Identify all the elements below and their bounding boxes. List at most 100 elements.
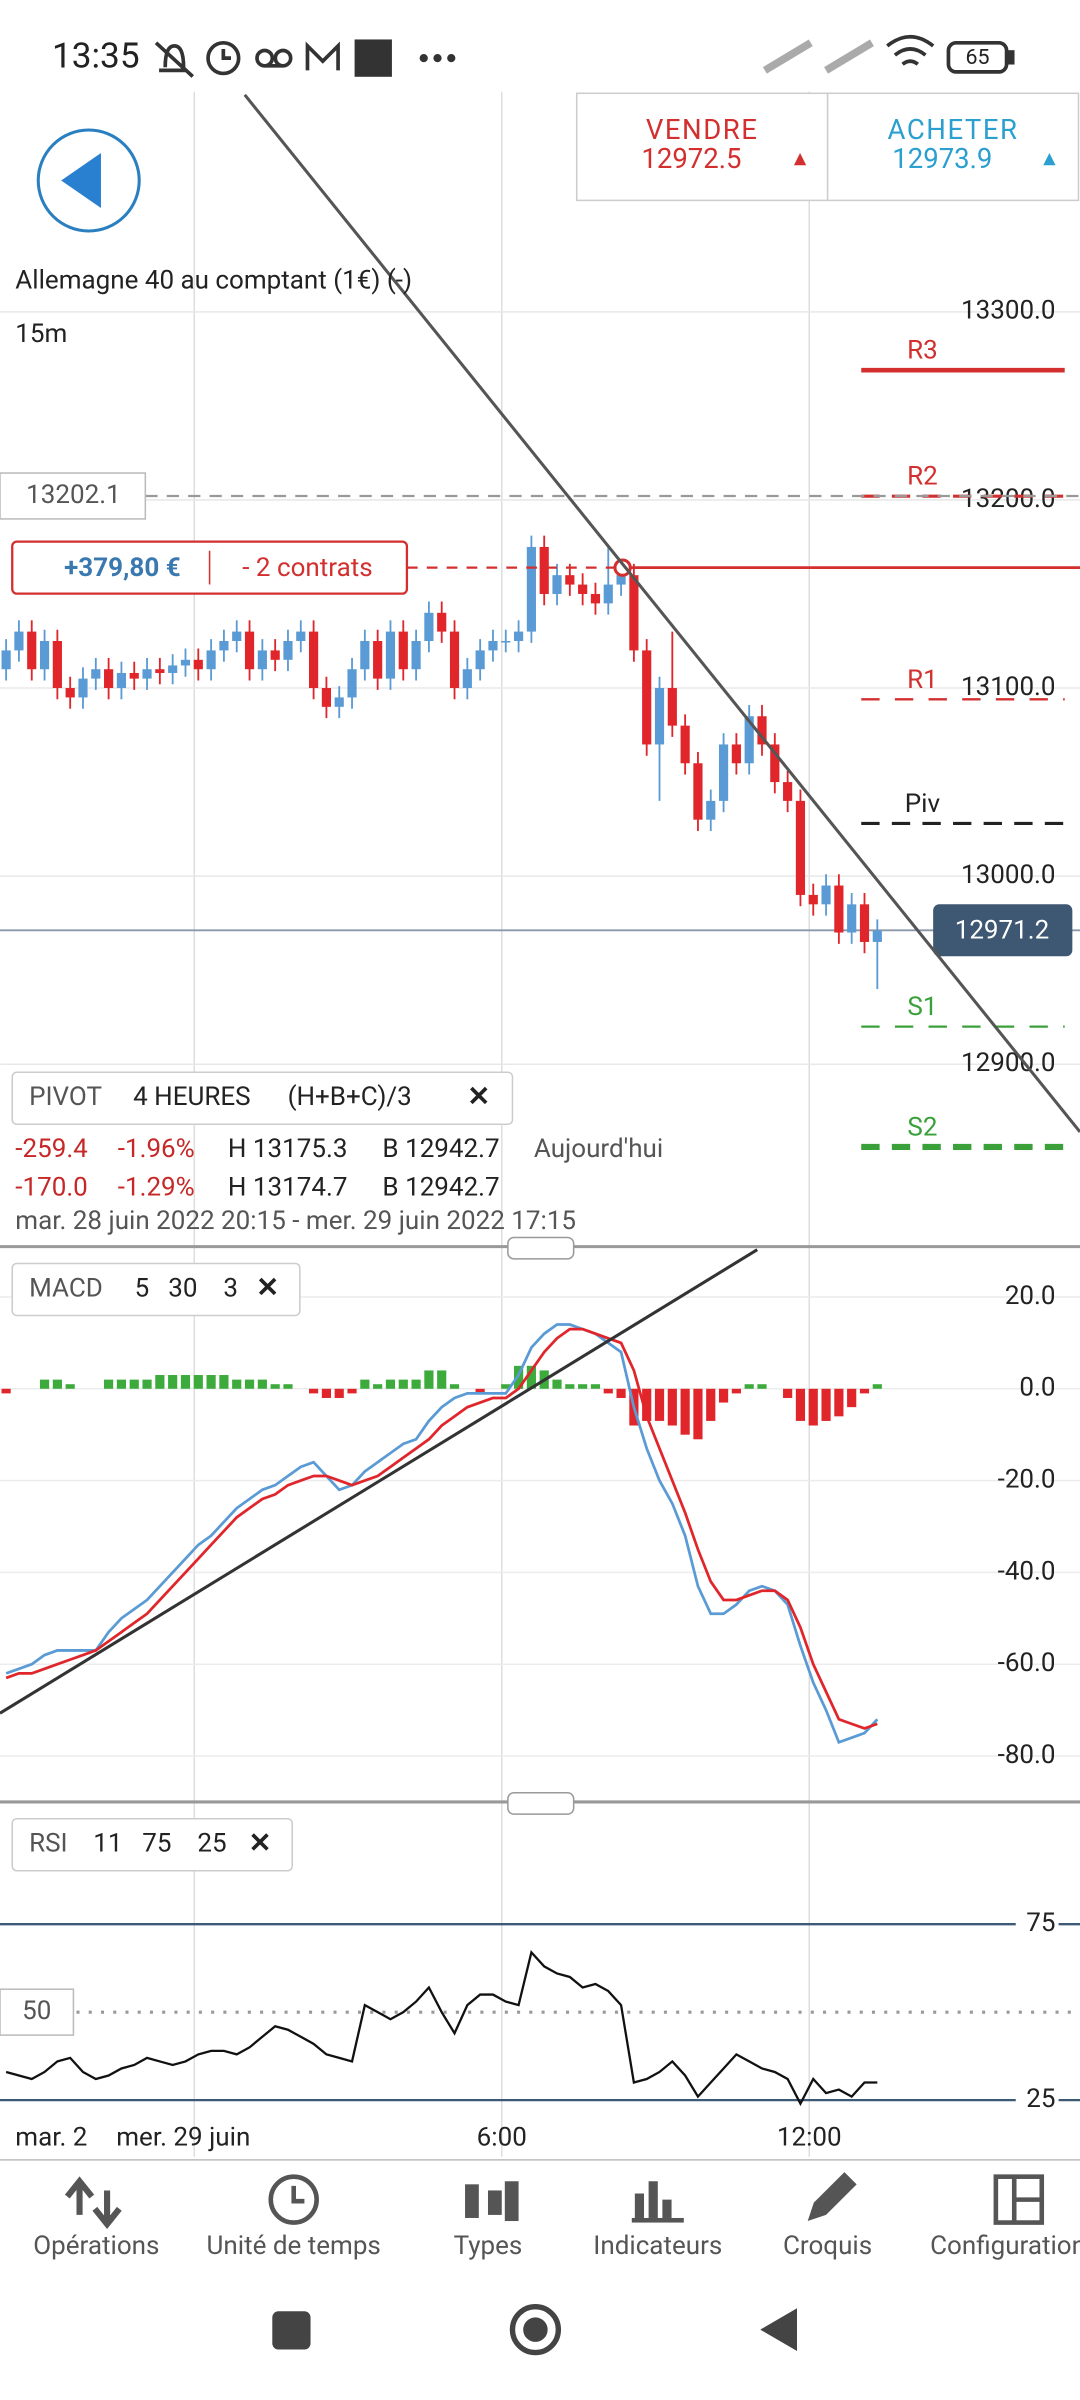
back-nav-button[interactable] bbox=[760, 2308, 797, 2352]
home-dot bbox=[523, 2317, 548, 2342]
y-tick-label: 13100.0 bbox=[961, 672, 1056, 702]
histogram-bar bbox=[449, 1384, 460, 1389]
histogram-bar bbox=[475, 1388, 485, 1394]
candle-body bbox=[616, 575, 626, 585]
y-tick-label: 13000.0 bbox=[961, 860, 1056, 890]
candle-body bbox=[795, 800, 806, 895]
legend-param: 4 HEURES bbox=[133, 1082, 250, 1112]
pivot-label: Piv bbox=[905, 789, 941, 819]
candle-body bbox=[834, 885, 844, 933]
home-button[interactable] bbox=[509, 2304, 562, 2356]
candle-body bbox=[270, 650, 280, 660]
pivot-change-pct: -1.96% bbox=[118, 1134, 195, 1164]
nav-label[interactable]: Opérations bbox=[33, 2231, 159, 2261]
histogram-bar bbox=[821, 1388, 831, 1421]
resize-handle[interactable] bbox=[507, 1791, 575, 1815]
y-tick-label: 12900.0 bbox=[961, 1048, 1056, 1078]
legend-label: MACD bbox=[29, 1273, 103, 1303]
histogram-bar bbox=[795, 1388, 806, 1421]
histogram-bar bbox=[347, 1388, 357, 1394]
mid-level-box bbox=[0, 1988, 75, 2036]
candle-body bbox=[475, 650, 485, 670]
nav-label[interactable]: Indicateurs bbox=[593, 2231, 722, 2261]
histogram-bar bbox=[847, 1388, 857, 1408]
nav-label[interactable]: Croquis bbox=[783, 2231, 872, 2261]
histogram-bar bbox=[680, 1388, 690, 1435]
candle-body bbox=[39, 641, 50, 670]
candle-body bbox=[526, 546, 536, 632]
candle-body bbox=[283, 641, 293, 660]
candle-body bbox=[859, 904, 870, 942]
candle-body bbox=[488, 641, 498, 651]
reference-label: 13202.1 bbox=[26, 480, 121, 510]
candle-body bbox=[757, 716, 767, 745]
candle-body bbox=[27, 631, 37, 670]
histogram-bar bbox=[1, 1388, 11, 1394]
candle-body bbox=[847, 904, 857, 933]
candle-body bbox=[578, 584, 588, 594]
marks bbox=[1, 535, 882, 2107]
y-tick-label: 13200.0 bbox=[961, 484, 1056, 514]
histogram-bar bbox=[757, 1384, 767, 1389]
candle-body bbox=[321, 688, 331, 707]
y-tick-label: 20.0 bbox=[1005, 1281, 1056, 1311]
battery-level: 65 bbox=[965, 45, 989, 70]
back-icon bbox=[61, 152, 101, 209]
candle-body bbox=[629, 575, 639, 651]
histogram-bar bbox=[309, 1388, 319, 1394]
histogram-bar bbox=[859, 1388, 870, 1394]
y-tick-label: 13300.0 bbox=[961, 296, 1056, 326]
candle-body bbox=[680, 725, 690, 764]
pivot-range: mar. 28 juin 2022 20:15 - mer. 29 juin 2… bbox=[15, 1206, 576, 1236]
candle-body bbox=[462, 669, 472, 689]
close-button[interactable]: ✕ bbox=[249, 1826, 272, 1859]
histogram-bar bbox=[552, 1379, 562, 1389]
sell-button[interactable]: VENDRE 12972.5 bbox=[641, 113, 807, 175]
candle-body bbox=[424, 612, 434, 642]
legend-param: 3 bbox=[223, 1273, 238, 1303]
candle-body bbox=[437, 612, 447, 632]
histogram-bar bbox=[283, 1384, 293, 1389]
histogram-bar bbox=[718, 1388, 729, 1403]
pivot-high: H 13175.3 bbox=[228, 1134, 348, 1164]
histogram-bar bbox=[526, 1365, 536, 1389]
candle-body bbox=[65, 688, 75, 698]
candle-body bbox=[104, 669, 114, 689]
nav-label[interactable]: Configuration bbox=[930, 2231, 1080, 2261]
pivot-label: R1 bbox=[907, 665, 938, 695]
buy-button[interactable]: ACHETER 12973.9 bbox=[888, 113, 1056, 175]
histogram-bar bbox=[142, 1379, 152, 1389]
candle-body bbox=[411, 641, 421, 670]
candle-body bbox=[654, 688, 665, 745]
pivot-change-pct: -1.29% bbox=[118, 1172, 195, 1202]
candle-body bbox=[232, 631, 242, 642]
close-button[interactable]: ✕ bbox=[256, 1271, 279, 1304]
candle-body bbox=[155, 669, 165, 673]
candle-body bbox=[1, 650, 11, 670]
histogram-bar bbox=[232, 1379, 242, 1389]
macd-line bbox=[5, 1323, 879, 1744]
status-time: 13:35 bbox=[52, 34, 140, 76]
close-button[interactable]: ✕ bbox=[467, 1080, 490, 1113]
nav-label[interactable]: Types bbox=[454, 2231, 523, 2261]
histogram-bar bbox=[244, 1379, 255, 1389]
candle-body bbox=[360, 641, 370, 670]
candle-body bbox=[385, 631, 396, 679]
y-tick-label: -80.0 bbox=[998, 1740, 1056, 1770]
histogram-bar bbox=[65, 1384, 75, 1389]
nav-label[interactable]: Unité de temps bbox=[207, 2231, 381, 2261]
resize-handle[interactable] bbox=[507, 1236, 575, 1260]
candle-body bbox=[129, 672, 139, 679]
histogram-bar bbox=[424, 1370, 434, 1389]
nav-icons bbox=[64, 2172, 1045, 2229]
mid-level-label: 50 bbox=[22, 1996, 51, 2026]
candle-body bbox=[398, 631, 408, 670]
candle-body bbox=[52, 641, 62, 689]
candle-body bbox=[244, 631, 255, 670]
histogram-bar bbox=[501, 1384, 511, 1389]
signal-line bbox=[5, 1327, 878, 1730]
histogram-bar bbox=[834, 1388, 844, 1417]
y-tick-label: -60.0 bbox=[998, 1648, 1056, 1678]
recents-button[interactable] bbox=[272, 2311, 311, 2350]
